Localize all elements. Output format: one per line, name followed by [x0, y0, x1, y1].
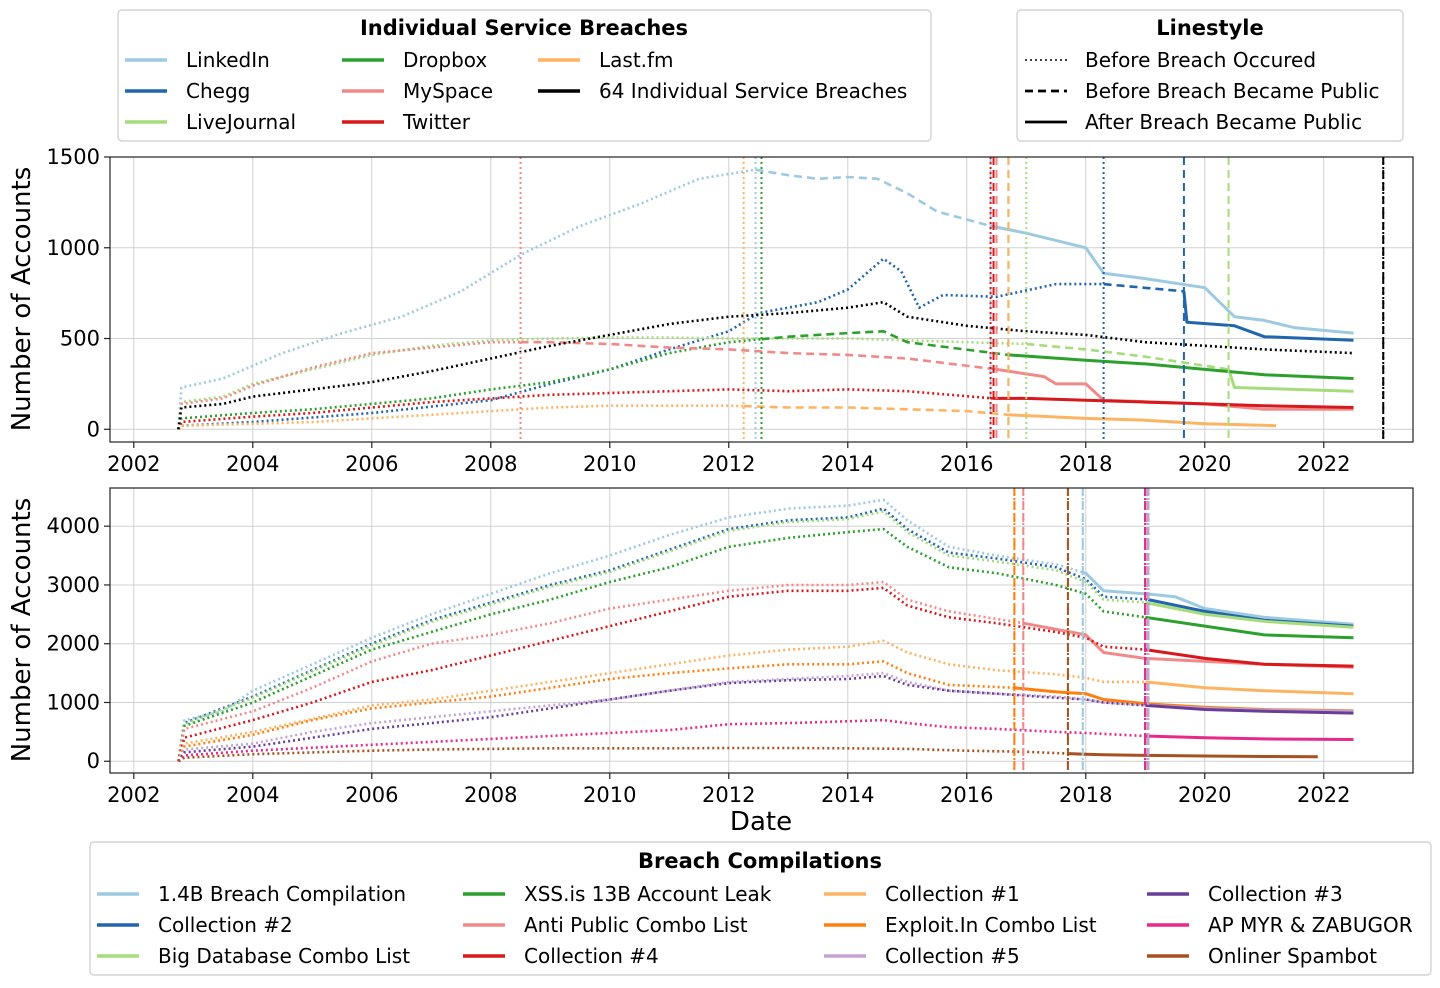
bottom-line-ap-myr-zabugor-solid	[1145, 736, 1353, 740]
bottom-line-collection-1-solid	[1145, 682, 1353, 694]
bottom-x-tick-label-2022: 2022	[1297, 783, 1350, 807]
bottom-y-tick-label-4000: 4000	[47, 514, 100, 538]
top-line-chegg-dashed	[1104, 284, 1184, 291]
bottom-x-tick-label-2012: 2012	[702, 783, 755, 807]
legend-label-exploit-in-combo-list: Exploit.In Combo List	[885, 913, 1097, 937]
bottom-line-collection-1-dotted	[178, 641, 1145, 761]
bottom-y-axis-label: Number of Accounts	[7, 498, 37, 763]
bottom-chart-panel: 2002 2004 2006 2008 2010 2012 2014 2016 2018 2020…	[7, 488, 1413, 837]
legend-label-linkedin: LinkedIn	[186, 48, 270, 72]
top-line-linkedin-dashed	[756, 170, 991, 226]
top-x-tick-label-2022: 2022	[1297, 452, 1350, 476]
top-line-last-fm-dashed	[744, 406, 1009, 415]
bottom-x-tick-label-2020: 2020	[1178, 783, 1231, 807]
legend-label-collection-2: Collection #2	[158, 913, 293, 937]
legend-label-collection-1: Collection #1	[885, 882, 1020, 906]
linestyle-legend-title: Linestyle	[1156, 16, 1263, 40]
legend-label-onliner-spambot: Onliner Spambot	[1208, 944, 1377, 968]
legend-label-livejournal: LiveJournal	[186, 110, 296, 134]
top-line-livejournal-dashed	[1026, 344, 1228, 369]
top-x-tick-label-2008: 2008	[464, 452, 517, 476]
bottom-line-1-4b-breach-compilation-dotted	[178, 500, 1082, 761]
legend-label-anti-public-combo-list: Anti Public Combo List	[524, 913, 748, 937]
legend-label-ap-myr-zabugor: AP MYR & ZABUGOR	[1208, 913, 1413, 937]
legend-label-last-fm: Last.fm	[599, 48, 674, 72]
legend-label-chegg: Chegg	[186, 79, 250, 103]
top-y-tick-label-1500: 1500	[47, 145, 100, 169]
top-x-tick-label-2004: 2004	[226, 452, 279, 476]
bottom-line-onliner-spambot-solid	[1068, 754, 1318, 757]
top-x-tick-label-2018: 2018	[1059, 452, 1112, 476]
individual-legend: Individual Service Breaches LinkedIn Cheg…	[118, 10, 931, 141]
bottom-line-onliner-spambot-dotted	[178, 748, 1068, 761]
top-line-chegg-dotted	[178, 259, 1103, 430]
bottom-line-anti-public-combo-list-solid	[1023, 623, 1353, 667]
top-x-tick-label-2010: 2010	[583, 452, 636, 476]
legend-label-myspace: MySpace	[403, 79, 493, 103]
bottom-x-tick-label-2016: 2016	[940, 783, 993, 807]
top-y-axis-label: Number of Accounts	[7, 167, 37, 432]
bottom-x-tick-label-2008: 2008	[464, 783, 517, 807]
top-y-tick-label-0: 0	[87, 417, 100, 441]
top-line-dropbox-dotted	[178, 339, 761, 429]
legend-label-collection-4: Collection #4	[524, 944, 659, 968]
linestyle-label-dashed: Before Breach Became Public	[1085, 79, 1379, 103]
top-x-tick-label-2002: 2002	[107, 452, 160, 476]
legend-label-xss-is-13b-account-leak: XSS.is 13B Account Leak	[524, 882, 772, 906]
top-line-twitter-solid	[994, 398, 1354, 407]
top-line-dropbox-dashed	[762, 331, 1009, 355]
legend-label-collection-5: Collection #5	[885, 944, 1020, 968]
top-line-livejournal-dotted	[178, 338, 1026, 430]
bottom-line-xss-is-13b-account-leak-dotted	[178, 529, 1145, 761]
top-y-tick-label-500: 500	[60, 327, 100, 351]
top-line-dropbox-solid	[1008, 355, 1353, 379]
legend-label-collection-3: Collection #3	[1208, 882, 1343, 906]
bottom-line-collection-2-dotted	[178, 509, 1148, 762]
top-line-last-fm-solid	[1008, 415, 1276, 426]
bottom-x-tick-label-2006: 2006	[345, 783, 398, 807]
top-chart-panel: 2002 2004 2006 2008 2010 2012 2014 2016 2018 2020…	[7, 145, 1413, 476]
legend-label-dropbox: Dropbox	[403, 48, 487, 72]
top-x-tick-label-2020: 2020	[1178, 452, 1231, 476]
bottom-x-tick-label-2002: 2002	[107, 783, 160, 807]
bottom-x-tick-label-2010: 2010	[583, 783, 636, 807]
bottom-y-tick-label-3000: 3000	[47, 573, 100, 597]
bottom-y-tick-label-1000: 1000	[47, 690, 100, 714]
linestyle-legend: Linestyle Before Breach Occured Before Br…	[1017, 10, 1403, 141]
bottom-line-ap-myr-zabugor-dotted	[178, 720, 1145, 761]
bottom-line-collection-3-dotted	[178, 676, 1145, 761]
top-y-tick-label-1000: 1000	[47, 236, 100, 260]
top-x-tick-label-2014: 2014	[821, 452, 874, 476]
compilations-legend: Breach Compilations 1.4B Breach Compilat…	[90, 842, 1431, 975]
compilations-legend-title: Breach Compilations	[638, 849, 882, 873]
individual-legend-title: Individual Service Breaches	[360, 16, 688, 40]
linestyle-label-solid: After Breach Became Public	[1085, 110, 1362, 134]
legend-label-1-4b-breach-compilation: 1.4B Breach Compilation	[158, 882, 406, 906]
bottom-x-tick-label-2014: 2014	[821, 783, 874, 807]
top-x-tick-label-2006: 2006	[345, 452, 398, 476]
bottom-plot-frame	[110, 488, 1413, 773]
legend-label-twitter: Twitter	[402, 110, 471, 134]
bottom-x-tick-label-2004: 2004	[226, 783, 279, 807]
top-x-tick-label-2012: 2012	[702, 452, 755, 476]
top-line-last-fm-dotted	[178, 406, 743, 430]
bottom-line-collection-4-solid	[1145, 650, 1353, 667]
x-axis-label: Date	[730, 807, 792, 837]
top-x-tick-label-2016: 2016	[940, 452, 993, 476]
linestyle-label-dotted: Before Breach Occured	[1085, 48, 1316, 72]
top-line-linkedin-solid	[991, 226, 1354, 333]
top-line-chegg-solid	[1184, 291, 1354, 340]
top-line-myspace-dashed	[521, 342, 997, 369]
bottom-x-tick-label-2018: 2018	[1059, 783, 1112, 807]
legend-label-64-individual-service-breaches: 64 Individual Service Breaches	[599, 79, 907, 103]
bottom-y-tick-label-0: 0	[87, 749, 100, 773]
bottom-line-big-database-combo-list-dotted	[178, 512, 1145, 762]
legend-label-big-database-combo-list: Big Database Combo List	[158, 944, 410, 968]
bottom-y-tick-label-2000: 2000	[47, 632, 100, 656]
